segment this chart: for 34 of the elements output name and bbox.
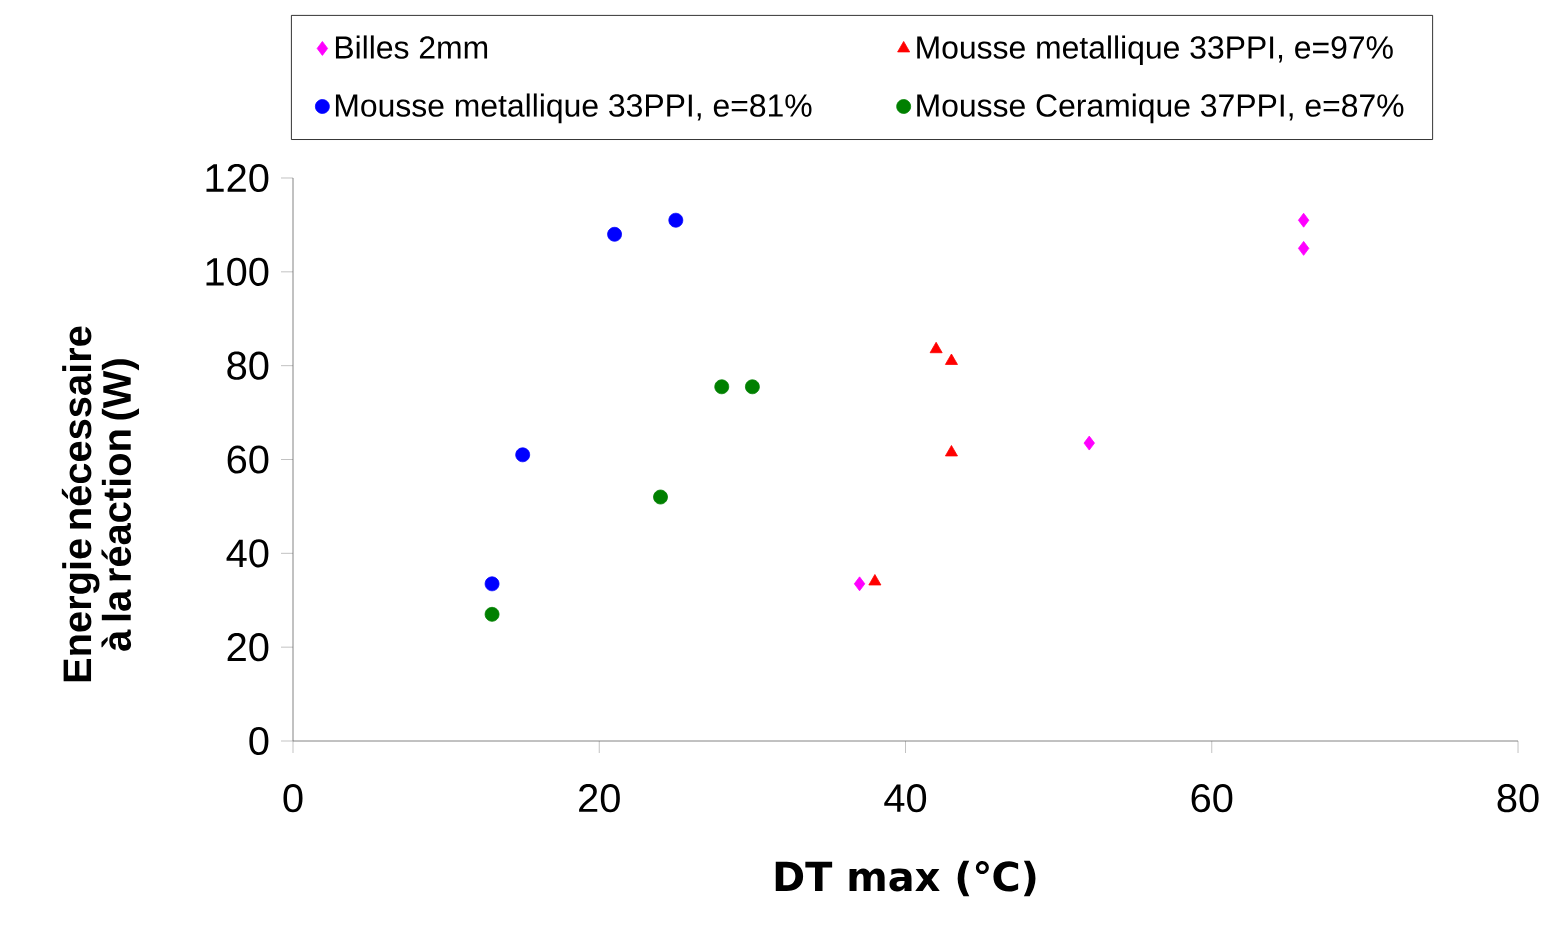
point bbox=[515, 447, 531, 463]
point bbox=[1298, 241, 1310, 256]
point bbox=[653, 489, 668, 505]
point bbox=[929, 341, 943, 354]
point bbox=[868, 574, 882, 586]
x-tick-label: 0 bbox=[283, 784, 303, 813]
legend-label: Mousse metallique 33PPI, e=81% bbox=[335, 93, 812, 124]
y-tick-label: 40 bbox=[226, 539, 269, 568]
point bbox=[607, 226, 622, 242]
point bbox=[714, 379, 730, 395]
legend-label: Mousse metallique 33PPI, e=97% bbox=[917, 35, 1393, 66]
y-tick-label: 60 bbox=[227, 445, 269, 474]
y-tick-label: 20 bbox=[227, 633, 269, 662]
point bbox=[484, 606, 500, 622]
y-axis-title: Energie nécessaire à la réaction (W) bbox=[61, 326, 139, 682]
point bbox=[1083, 435, 1095, 451]
point bbox=[945, 353, 958, 365]
x-tick-label: 40 bbox=[884, 784, 927, 813]
point bbox=[1298, 212, 1310, 228]
x-tick-label: 80 bbox=[1497, 784, 1539, 813]
x-tick-label: 60 bbox=[1191, 784, 1233, 813]
x-tick-label: 20 bbox=[579, 784, 620, 813]
point bbox=[668, 212, 684, 228]
point bbox=[945, 445, 958, 457]
legend-label: Billes 2mm bbox=[335, 35, 488, 59]
x-axis-title: DT max (℃) bbox=[775, 860, 1036, 897]
point bbox=[484, 576, 500, 592]
point bbox=[745, 379, 760, 395]
y-tick-label: 100 bbox=[206, 257, 269, 286]
y-tick-label: 120 bbox=[206, 163, 269, 193]
point bbox=[853, 576, 866, 592]
y-tick-label: 80 bbox=[227, 351, 269, 380]
y-tick-label: 0 bbox=[249, 726, 269, 756]
legend-label: Mousse Ceramique 37PPI, e=87% bbox=[917, 93, 1404, 124]
